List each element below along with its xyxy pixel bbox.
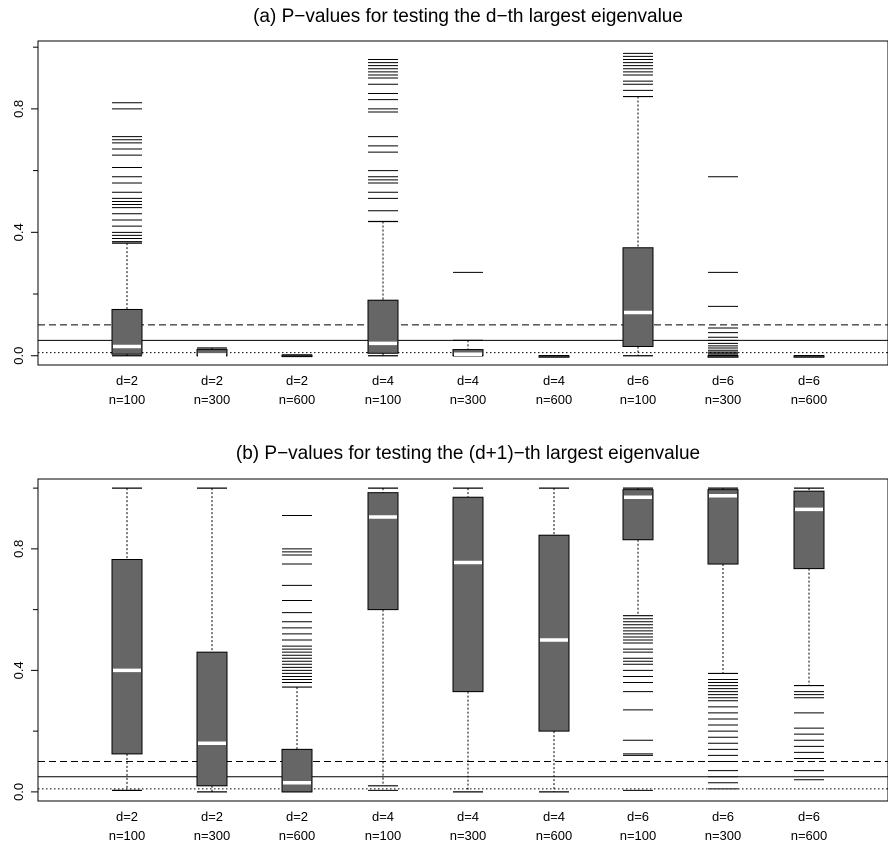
category-label-d: d=2: [116, 809, 138, 824]
category-label-d: d=4: [543, 373, 565, 388]
box-group: [196, 347, 228, 357]
box: [538, 534, 570, 732]
box: [281, 354, 313, 358]
category-label-n: n=100: [620, 828, 657, 843]
panel-a-plot: 0.0 0.4 0.8 d=2 n=100 d=2 n=300 d=2 n=600 d=4 n=10…: [11, 40, 888, 407]
panel-b-title: (b) P−values for testing the (d+1)−th la…: [236, 443, 700, 464]
category-label-d: d=2: [116, 373, 138, 388]
category-label-n: n=300: [194, 392, 231, 407]
box: [793, 355, 825, 358]
category-label-n: n=100: [620, 392, 657, 407]
box: [707, 355, 739, 358]
box-group: [196, 487, 228, 793]
box-group: [111, 487, 143, 791]
category-label-n: n=100: [109, 392, 146, 407]
panel-a-title: (a) P−values for testing the d−th larges…: [253, 6, 683, 27]
box: [281, 748, 313, 793]
box: [707, 489, 739, 565]
category-label-n: n=600: [791, 828, 828, 843]
category-label-d: d=4: [457, 809, 479, 824]
category-label-d: d=2: [286, 373, 308, 388]
category-label-n: n=300: [450, 392, 487, 407]
y-tick-label: 0.8: [11, 540, 26, 558]
category-label-d: d=6: [712, 373, 734, 388]
category-label-n: n=100: [365, 392, 402, 407]
category-label-d: d=4: [372, 809, 394, 824]
category-label-n: n=600: [279, 828, 316, 843]
panel-b-plot: 0.0 0.4 0.8 d=2 n=100 d=2 n=300 d=2 n=600 d=4 n=10…: [11, 478, 888, 843]
category-label-d: d=6: [627, 373, 649, 388]
box-group: [367, 487, 399, 791]
category-label-n: n=300: [194, 828, 231, 843]
category-label-d: d=2: [286, 809, 308, 824]
category-label-d: d=4: [543, 809, 565, 824]
box-group: [281, 354, 313, 358]
box-group: [793, 487, 825, 781]
category-label-d: d=6: [712, 809, 734, 824]
y-tick-label: 0.8: [11, 100, 26, 118]
box-group: [793, 355, 825, 358]
box-group: [452, 271, 484, 357]
box-group: [538, 487, 570, 793]
category-label-d: d=4: [457, 373, 479, 388]
category-label-n: n=100: [365, 828, 402, 843]
category-label-d: d=4: [372, 373, 394, 388]
box: [111, 559, 143, 755]
box-group: [538, 355, 570, 358]
y-tick-label: 0.4: [11, 661, 26, 679]
box: [367, 299, 399, 354]
box: [538, 355, 570, 358]
y-tick-label: 0.4: [11, 223, 26, 241]
y-tick-label: 0.0: [11, 783, 26, 801]
box-group: [452, 487, 484, 793]
category-label-d: d=6: [627, 809, 649, 824]
plot-frame: [37, 478, 888, 802]
y-tick-label: 0.0: [11, 347, 26, 365]
category-label-d: d=2: [201, 373, 223, 388]
box: [196, 651, 228, 787]
category-label-n: n=300: [705, 828, 742, 843]
category-label-n: n=600: [536, 392, 573, 407]
category-label-n: n=600: [279, 392, 316, 407]
plot-frame: [37, 40, 888, 366]
box-group: [707, 487, 739, 790]
category-label-d: d=2: [201, 809, 223, 824]
box-group: [622, 52, 654, 357]
category-label-n: n=600: [791, 392, 828, 407]
category-label-d: d=6: [798, 373, 820, 388]
category-label-n: n=300: [705, 392, 742, 407]
category-label-d: d=6: [798, 809, 820, 824]
box: [452, 496, 484, 693]
box: [622, 247, 654, 347]
box: [367, 492, 399, 611]
category-label-n: n=300: [450, 828, 487, 843]
box-group: [707, 176, 739, 358]
box-group: [281, 514, 313, 793]
category-label-n: n=100: [109, 828, 146, 843]
box-group: [622, 487, 654, 791]
box-group: [111, 102, 143, 357]
category-label-n: n=600: [536, 828, 573, 843]
box: [793, 490, 825, 570]
box-group: [367, 59, 399, 357]
